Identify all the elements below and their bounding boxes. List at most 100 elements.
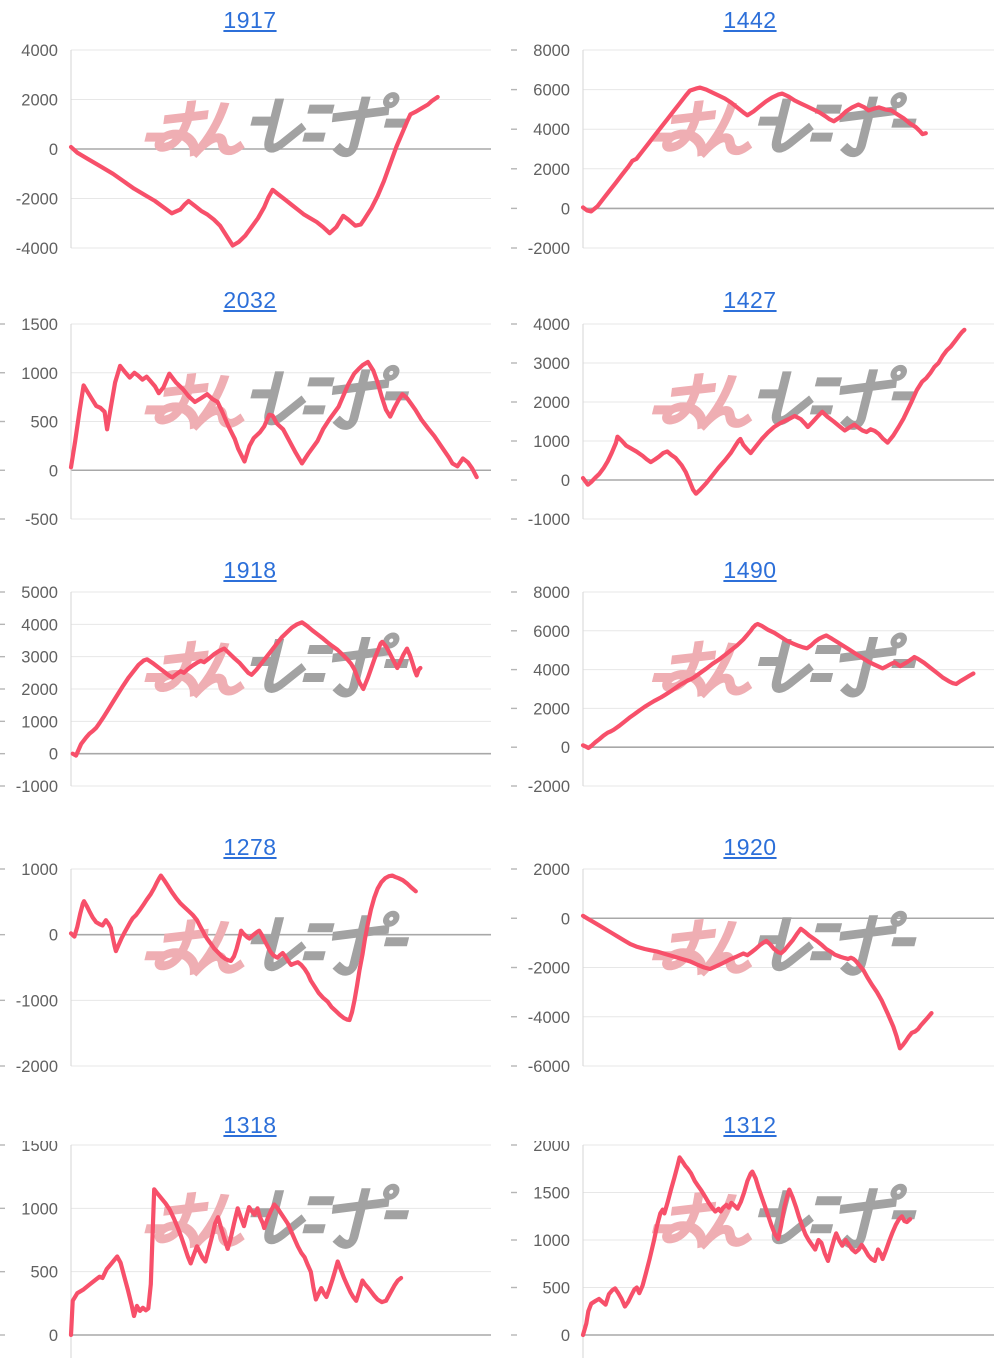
y-axis-labels: 4000 2000 0 -2000 -4000 [16,42,58,258]
chart-title-row: 1318 [0,1105,500,1141]
slump-line [580,1155,913,1338]
slump-graph-svg: 5000 4000 3000 2000 1000 0 -1000 [0,586,491,796]
y-axis-tick-label: -4000 [528,1009,570,1027]
slump-graph-svg: 1500 1000 500 0 -500 [0,316,491,529]
chart-title-link[interactable]: 1918 [223,557,277,583]
chart-title-link[interactable]: 1318 [223,1112,277,1138]
y-axis-tick-label: 2000 [21,92,58,110]
chart-title-row: 1278 [0,827,500,863]
y-axis-labels: 8000 6000 4000 2000 0 -2000 [528,42,570,258]
y-axis-labels: 1500 1000 500 0 [21,1141,58,1345]
y-axis-tick-label: 2000 [533,161,570,179]
minrepo-watermark [144,910,410,977]
chart-title-link[interactable]: 2032 [223,287,277,313]
y-axis-labels: 1000 0 -1000 -2000 [16,863,58,1076]
y-axis-tick-label: 4000 [533,662,570,680]
y-axis-tick-label: 4000 [533,121,570,139]
chart-title-link[interactable]: 1312 [723,1112,777,1138]
chart-title-link[interactable]: 1278 [223,834,277,860]
chart-cell: 2032 1500 1000 500 0 -500 [0,280,500,550]
y-axis-tick-label: 0 [561,472,570,490]
slump-line [580,327,967,496]
minrepo-watermark [144,92,410,158]
y-axis-tick-label: -2000 [16,1058,58,1076]
slump-line [68,1187,404,1338]
slump-line [68,873,418,1023]
y-axis-tick-label: 4000 [21,616,58,634]
minrepo-watermark [144,364,410,431]
y-axis-tick-label: 8000 [533,586,570,602]
y-axis-tick-label: -1000 [528,511,570,529]
y-axis-tick-label: 2000 [533,863,570,879]
y-axis-tick-label: 6000 [533,82,570,100]
y-axis-tick-label: 1500 [21,1141,58,1155]
slump-graph-svg: 1500 1000 500 0 [0,1141,491,1358]
y-axis-labels: 8000 6000 4000 2000 0 -2000 [528,586,570,796]
y-axis-tick-label: 4000 [533,316,570,334]
chart-cell: 1318 1500 1000 500 0 [0,1105,500,1358]
chart-cell: 1918 5000 4000 3000 2000 1000 0 -1000 [0,550,500,827]
chart-title-row: 2032 [0,280,500,316]
chart-title-row: 1312 [500,1105,1000,1141]
slump-line [580,913,934,1051]
y-axis-tick-label: 6000 [533,623,570,641]
chart-cell: 1278 1000 0 -1000 -2000 [0,827,500,1105]
y-axis-tick-label: 2000 [533,1141,570,1155]
chart-title-row: 1920 [500,827,1000,863]
gridlines [0,868,491,1067]
chart-title-row: 1917 [0,0,500,36]
y-axis-tick-label: 1000 [21,713,58,731]
chart-cell: 1920 2000 0 -2000 -4000 -6000 [500,827,1000,1105]
minrepo-watermark [144,1183,410,1250]
slump-graph-svg: 8000 6000 4000 2000 0 -2000 [511,586,994,796]
y-axis-tick-label: 0 [561,1327,570,1345]
y-axis-tick-label: 0 [49,1327,58,1345]
y-axis-tick-label: 2000 [533,700,570,718]
y-axis-tick-label: 500 [30,1264,58,1282]
y-axis-tick-label: 0 [49,141,58,159]
gridlines [0,1144,491,1336]
y-axis-tick-label: 3000 [533,355,570,373]
chart-title-row: 1442 [500,0,1000,36]
chart-cell: 1442 8000 6000 4000 2000 0 -2000 [500,0,1000,280]
chart-title-link[interactable]: 1427 [723,287,777,313]
slump-graph-svg: 2000 1500 1000 500 0 [511,1141,994,1358]
y-axis-labels: 5000 4000 3000 2000 1000 0 -1000 [16,586,58,796]
slump-line [70,620,423,758]
slump-line [580,621,976,751]
chart-title-link[interactable]: 1920 [723,834,777,860]
y-axis-tick-label: 500 [30,414,58,432]
chart-title-row: 1490 [500,550,1000,586]
chart-title-link[interactable]: 1442 [723,7,777,33]
y-axis-tick-label: -500 [25,511,58,529]
chart-cell: 1312 2000 1500 1000 500 0 [500,1105,1000,1358]
slump-line [580,85,928,214]
y-axis-tick-label: 0 [561,200,570,218]
chart-title-link[interactable]: 1490 [723,557,777,583]
y-axis-tick-label: 8000 [533,42,570,60]
chart-cell: 1917 4000 2000 0 -2000 -4000 [0,0,500,280]
y-axis-tick-label: -6000 [528,1058,570,1076]
y-axis-tick-label: 4000 [21,42,58,60]
y-axis-tick-label: 3000 [21,649,58,667]
y-axis-tick-label: 5000 [21,586,58,602]
y-axis-tick-label: 500 [542,1280,570,1298]
y-axis-labels: 4000 3000 2000 1000 0 -1000 [528,316,570,529]
y-axis-tick-label: -2000 [528,240,570,258]
minrepo-watermark [651,92,917,158]
y-axis-tick-label: -1000 [16,992,58,1010]
y-axis-tick-label: 2000 [533,394,570,412]
y-axis-tick-label: 1000 [21,365,58,383]
slump-line [68,94,440,248]
y-axis-tick-label: 1500 [21,316,58,334]
slump-graph-svg: 2000 0 -2000 -4000 -6000 [511,863,994,1076]
y-axis-tick-label: -1000 [16,778,58,796]
gridlines [0,323,491,520]
chart-title-link[interactable]: 1917 [223,7,277,33]
y-axis-labels: 1500 1000 500 0 -500 [21,316,58,529]
slump-graph-svg: 8000 6000 4000 2000 0 -2000 [511,42,994,258]
slump-graph-svg: 1000 0 -1000 -2000 [0,863,491,1076]
slump-line [68,359,479,480]
y-axis-tick-label: -2000 [528,960,570,978]
y-axis-tick-label: 0 [561,739,570,757]
